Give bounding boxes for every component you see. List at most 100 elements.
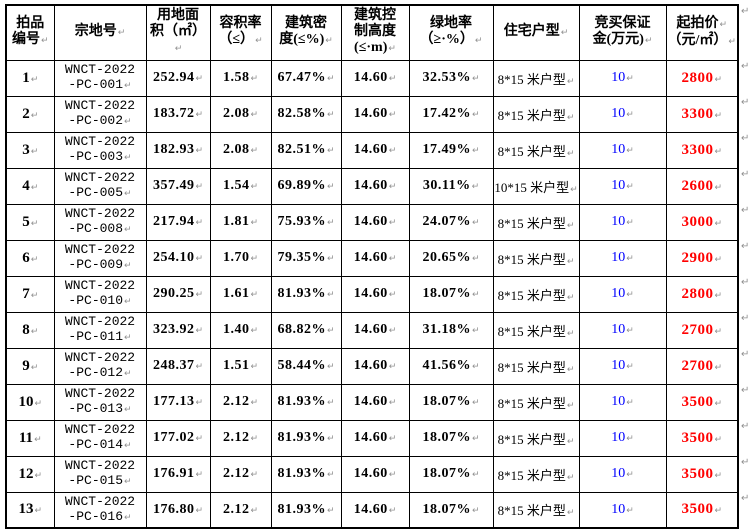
- cell-green-ratio: 32.53%↵: [408, 59, 494, 97]
- table-row: 12↵ WNCT-2022 -PC-015↵ 176.91↵ 2.12↵ 81.93%↵ 1…: [5, 455, 739, 493]
- cell-building-density: 81.93%↵: [270, 275, 342, 313]
- paragraph-return-mark: ↵: [388, 290, 397, 300]
- cell-value: WNCT-2022: [64, 458, 136, 473]
- cell-value: WNCT-2022: [64, 242, 136, 257]
- cell-building-density: 79.35%↵: [270, 239, 342, 277]
- paragraph-return-mark: ↵: [471, 218, 480, 228]
- paragraph-return-mark: ↵: [195, 146, 204, 156]
- cell-value: 14.60: [353, 106, 388, 121]
- cell-value: 2: [22, 105, 30, 122]
- cell-value: 177.13: [152, 394, 195, 409]
- paragraph-return-mark: ↵: [30, 74, 39, 85]
- header-text: 建筑密: [285, 16, 327, 32]
- paragraph-return-mark: ↵: [471, 254, 480, 264]
- paragraph-return-mark: ↵: [34, 470, 43, 481]
- cell-unit-type: 8*15 米户型↵: [492, 95, 580, 133]
- paragraph-return-mark: ↵: [195, 398, 204, 408]
- paragraph-return-mark: ↵: [30, 326, 39, 337]
- table-header-row: 拍品 编号↵ 宗地号↵ 用地面 积（㎡）↵ 容积率 （≤）↵ 建筑密 度(≤%)↵ 建筑控 制高度(…: [5, 4, 739, 61]
- cell-height-limit: 14.60↵: [340, 275, 410, 313]
- paragraph-return-mark: ↵: [124, 153, 132, 163]
- cell-value: 20.65%: [422, 250, 471, 265]
- cell-value: 3500: [681, 465, 714, 482]
- cell-deposit: 10↵: [578, 419, 667, 457]
- cell-value: 14.60: [353, 430, 388, 445]
- table-row: 4↵ WNCT-2022 -PC-005↵ 357.49↵ 1.54↵ 69.89%↵ 14…: [5, 167, 739, 205]
- paragraph-return-mark: ↵: [40, 36, 49, 47]
- cell-value: 18.07%: [422, 394, 471, 409]
- cell-unit-type: 8*15 米户型↵: [492, 455, 580, 493]
- cell-value: 254.10: [152, 250, 195, 265]
- paragraph-return-mark: ↵: [195, 470, 204, 480]
- cell-value: -PC-003: [68, 149, 124, 164]
- cell-value: 68.82%: [277, 322, 326, 337]
- column-header-height: 建筑控 制高度 (≤·m)↵: [340, 4, 410, 61]
- cell-value: 11: [18, 429, 34, 446]
- cell-value: 2600: [681, 177, 714, 194]
- cell-building-density: 68.82%↵: [270, 311, 342, 349]
- cell-height-limit: 14.60↵: [340, 419, 410, 457]
- cell-starting-price: 2800↵: [665, 275, 739, 313]
- cell-height-limit: 14.60↵: [340, 491, 410, 529]
- cell-land-area: 252.94↵: [145, 59, 211, 97]
- paragraph-return-mark: ↵: [471, 146, 480, 156]
- cell-value: -PC-010: [68, 293, 124, 308]
- paragraph-return-mark: ↵: [566, 112, 575, 123]
- paragraph-return-mark: ↵: [626, 218, 634, 228]
- cell-land-area: 176.80↵: [145, 491, 211, 529]
- cell-floor-area-ratio: 1.40↵: [209, 311, 272, 349]
- cell-green-ratio: 17.49%↵: [408, 131, 494, 169]
- paragraph-return-mark: ↵: [471, 110, 480, 120]
- paragraph-return-mark: ↵: [124, 189, 132, 199]
- paragraph-return-mark: ↵: [326, 182, 335, 192]
- cell-value: -PC-005: [68, 185, 124, 200]
- paragraph-return-mark: ↵: [124, 405, 132, 415]
- table-row: 5↵ WNCT-2022 -PC-008↵ 217.94↵ 1.81↵ 75.93%↵ 14…: [5, 203, 739, 241]
- cell-value: 8*15 米户型: [497, 71, 566, 87]
- row-end-paragraph-mark: ↵: [741, 457, 750, 468]
- paragraph-return-mark: ↵: [255, 36, 263, 47]
- paragraph-return-mark: ↵: [326, 362, 335, 372]
- cell-lot-number: 10↵: [5, 383, 55, 421]
- cell-value: 2700: [681, 357, 714, 374]
- paragraph-return-mark: ↵: [626, 326, 634, 336]
- paragraph-return-mark: ↵: [566, 256, 575, 267]
- paragraph-return-mark: ↵: [566, 148, 575, 159]
- paragraph-return-mark: ↵: [195, 290, 204, 300]
- paragraph-return-mark: ↵: [30, 146, 39, 157]
- cell-deposit: 10↵: [578, 167, 667, 205]
- cell-value: 1.58: [222, 70, 250, 85]
- cell-value: 67.47%: [277, 70, 326, 85]
- cell-value: 8*15 米户型: [497, 323, 566, 339]
- cell-value: 17.42%: [422, 106, 471, 121]
- cell-unit-type: 8*15 米户型↵: [492, 203, 580, 241]
- paragraph-return-mark: ↵: [388, 434, 397, 444]
- cell-green-ratio: 18.07%↵: [408, 275, 494, 313]
- table-row: 8↵ WNCT-2022 -PC-011↵ 323.92↵ 1.40↵ 68.82%↵ 14…: [5, 311, 739, 349]
- paragraph-return-mark: ↵: [195, 434, 204, 444]
- table-row: 11↵ WNCT-2022 -PC-014↵ 177.02↵ 2.12↵ 81.93%↵ 1…: [5, 419, 739, 457]
- cell-value: 18.07%: [422, 430, 471, 445]
- cell-value: 14.60: [353, 286, 388, 301]
- paragraph-return-mark: ↵: [326, 110, 335, 120]
- cell-building-density: 82.58%↵: [270, 95, 342, 133]
- cell-value: 8*15 米户型: [497, 107, 566, 123]
- cell-value: 81.93%: [277, 501, 326, 517]
- cell-lot-number: 4↵: [5, 167, 55, 205]
- paragraph-return-mark: ↵: [388, 470, 397, 480]
- cell-floor-area-ratio: 1.58↵: [209, 59, 272, 97]
- cell-value: 58.44%: [277, 358, 326, 373]
- header-text: (≤·m): [354, 40, 388, 56]
- cell-deposit: 10↵: [578, 59, 667, 97]
- paragraph-return-mark: ↵: [250, 505, 259, 516]
- paragraph-return-mark: ↵: [124, 369, 132, 379]
- cell-lot-number: 9↵: [5, 347, 55, 385]
- paragraph-return-mark: ↵: [714, 398, 723, 409]
- paragraph-return-mark: ↵: [124, 117, 132, 127]
- paragraph-return-mark: ↵: [124, 477, 132, 487]
- cell-parcel-number: WNCT-2022 -PC-002↵: [53, 95, 147, 133]
- cell-value: 10: [611, 358, 626, 373]
- cell-starting-price: 3000↵: [665, 203, 739, 241]
- cell-value: -PC-014: [68, 437, 124, 452]
- paragraph-return-mark: ↵: [471, 290, 480, 300]
